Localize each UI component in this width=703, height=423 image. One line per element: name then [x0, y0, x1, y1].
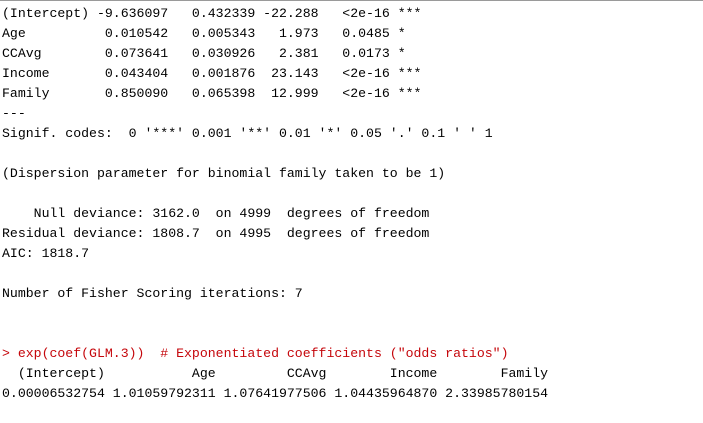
console-output-line: Number of Fisher Scoring iterations: 7	[2, 286, 303, 301]
console-output-line: (Intercept) -9.636097 0.432339 -22.288 <…	[2, 6, 422, 21]
console-output-line: ---	[2, 106, 26, 121]
console-output-line: CCAvg 0.073641 0.030926 2.381 0.0173 *	[2, 46, 422, 61]
console-output-line: Null deviance: 3162.0 on 4999 degrees of…	[2, 206, 430, 221]
console-output-line: Family 0.850090 0.065398 12.999 <2e-16 *…	[2, 86, 422, 101]
console-output-line: (Intercept) Age CCAvg Income Family	[2, 366, 556, 381]
console-output-line: (Dispersion parameter for binomial famil…	[2, 166, 446, 181]
console-input-line: > exp(coef(GLM.3)) # Exponentiated coeff…	[2, 346, 509, 361]
console-top-border	[0, 0, 703, 1]
console-output-line: Income 0.043404 0.001876 23.143 <2e-16 *…	[2, 66, 422, 81]
console-output-line: AIC: 1818.7	[2, 246, 90, 261]
console-output-line: Age 0.010542 0.005343 1.973 0.0485 *	[2, 26, 422, 41]
console-output-line: 0.00006532754 1.01059792311 1.0764197750…	[2, 386, 556, 401]
console-output-line: Residual deviance: 1808.7 on 4995 degree…	[2, 226, 430, 241]
console-output-line: Signif. codes: 0 '***' 0.001 '**' 0.01 '…	[2, 126, 493, 141]
